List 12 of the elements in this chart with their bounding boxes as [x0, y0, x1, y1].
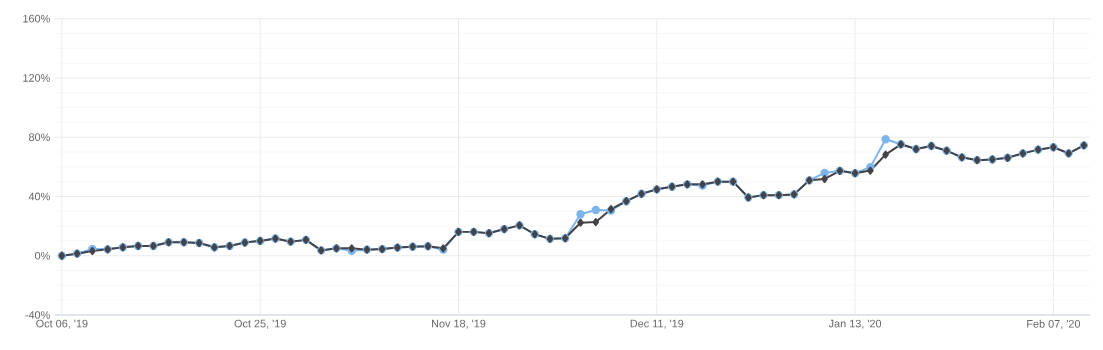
y-tick-label: 0% [34, 251, 50, 260]
x-tick-label: Dec 11, '19 [630, 319, 684, 329]
x-tick-label: Nov 18, '19 [432, 319, 486, 329]
y-tick-label: -40% [25, 311, 50, 319]
x-tick-label: Oct 25, '19 [234, 319, 286, 329]
x-tick-label: Jan 13, '20 [828, 319, 882, 329]
x-tick-label: Feb 07, '20 [1027, 319, 1081, 329]
y-tick-label: 160% [23, 14, 50, 23]
x-tick-label: Oct 06, '19 [36, 319, 88, 329]
y-tick-label: 80% [28, 133, 50, 142]
y-tick-label: 120% [23, 74, 50, 82]
y-tick-label: 40% [28, 192, 50, 201]
